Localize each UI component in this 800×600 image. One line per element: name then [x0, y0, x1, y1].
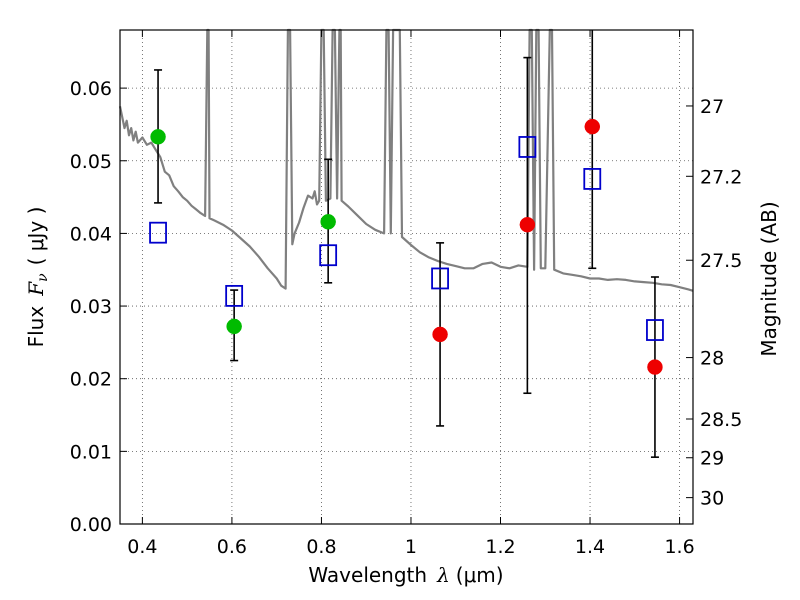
y2-tick-label: 27 [700, 96, 724, 118]
green-data-point [320, 214, 336, 230]
plot-frame [119, 29, 694, 525]
x-tick-label: 1.4 [575, 536, 605, 558]
model-flux-square [518, 136, 537, 158]
y-axis-title-prefix: Flux [24, 306, 48, 348]
green-data-point [150, 129, 166, 145]
model-flux-square [583, 168, 602, 190]
plot-background [120, 30, 693, 524]
y2-tick-label: 30 [700, 488, 724, 510]
y-tick-label: 0.02 [70, 369, 112, 391]
green-data-point [226, 318, 242, 335]
y2-tick-label: 27.5 [700, 250, 742, 272]
y-tick-label: 0.01 [70, 441, 112, 463]
x-tick-label: 0.4 [127, 536, 157, 558]
x-axis-title-prefix: Wavelength [308, 563, 427, 587]
x-tick-label: 1.2 [485, 536, 515, 558]
y2-tick-label: 28.5 [700, 409, 742, 431]
model-flux-square [149, 221, 167, 244]
red-data-point [519, 216, 536, 233]
y-tick-label: 0.03 [70, 296, 112, 318]
y-axis-title-unit: ( μJy ) [24, 207, 48, 266]
y-tick-label: 0.05 [70, 151, 112, 173]
red-data-point [432, 326, 448, 343]
x-tick-label: 1 [405, 536, 417, 558]
y2-tick-label: 27.2 [700, 166, 742, 188]
red-data-point [647, 359, 663, 375]
y2-tick-label: 29 [700, 448, 724, 470]
x-axis-title-symbol: λ [436, 563, 450, 587]
y2-tick-label: 28 [700, 348, 724, 370]
y-axis-title-subscript: ν [35, 273, 51, 282]
model-flux-square [431, 267, 449, 290]
y-axis-title: Flux Fν ( μJy ) [24, 207, 51, 348]
y-tick-label: 0.00 [70, 514, 112, 536]
model-flux-square [646, 319, 664, 341]
y-tick-label: 0.06 [70, 78, 112, 100]
x-axis-title-unit: (μm) [456, 563, 504, 587]
x-tick-label: 1.6 [664, 536, 694, 558]
right-axis-title: Magnitude (AB) [757, 201, 781, 356]
axis-ticks: 0.4 0.6 0.8 1 1.2 1.4 1.6 0.00 0.01 0.02 0.03 0.04 0… [70, 30, 742, 558]
x-tick-label: 0.8 [306, 536, 336, 558]
data-markers [149, 118, 664, 375]
red-data-point [584, 118, 601, 135]
model-flux-square [225, 284, 244, 307]
y-axis-title-symbol: F [24, 281, 48, 297]
x-tick-label: 0.6 [217, 536, 247, 558]
y-tick-label: 0.04 [70, 223, 112, 245]
x-axis-title: Wavelength λ (μm) [308, 563, 503, 587]
model-flux-square [319, 244, 338, 267]
